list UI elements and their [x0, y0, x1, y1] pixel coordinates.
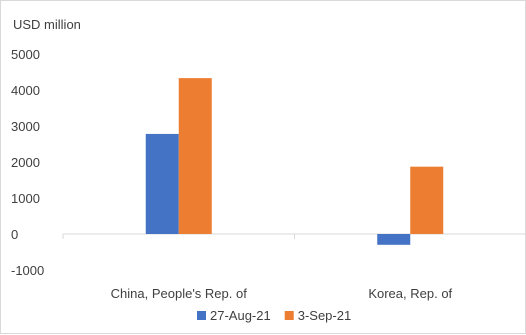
y-axis-ticks: -1000 0 1000 2000 3000 4000 5000 [11, 47, 44, 278]
bars [145, 78, 444, 245]
y-tick-label: 0 [11, 227, 18, 242]
x-category-label: China, People's Rep. of [111, 286, 248, 301]
y-tick-label: 4000 [11, 83, 40, 98]
x-category-label: Korea, Rep. of [368, 286, 452, 301]
legend-swatch [284, 311, 294, 320]
y-tick-label: 3000 [11, 119, 40, 134]
legend-label: 27-Aug-21 [210, 308, 271, 323]
bar-3-sep-21-1 [410, 166, 444, 234]
y-tick-label: -1000 [11, 263, 44, 278]
bar-27-aug-21-0 [145, 133, 179, 234]
y-tick-label: 5000 [11, 47, 40, 62]
y-axis-title: USD million [13, 17, 81, 32]
legend-label: 3-Sep-21 [298, 308, 351, 323]
bar-27-aug-21-1 [377, 234, 411, 245]
y-tick-label: 2000 [11, 155, 40, 170]
legend-swatch [197, 311, 206, 320]
x-axis-labels: China, People's Rep. of Korea, Rep. of [62, 234, 526, 301]
y-tick-label: 1000 [11, 191, 40, 206]
legend: 27-Aug-21 3-Sep-21 [197, 308, 351, 323]
bar-3-sep-21-0 [178, 78, 212, 235]
